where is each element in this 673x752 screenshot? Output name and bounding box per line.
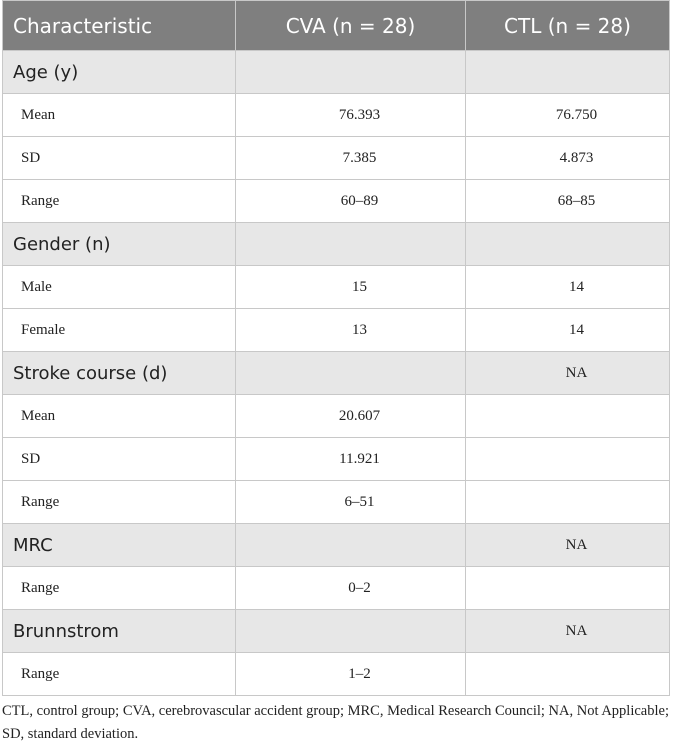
table-body: Age (y) Mean 76.393 76.750 SD 7.385 4.873 Range… (2, 50, 670, 696)
cell (465, 437, 670, 481)
cell: 7.385 (235, 136, 466, 180)
cell: Female (2, 308, 236, 352)
section-row: Brunnstrom NA (2, 609, 670, 653)
data-row: SD 7.385 4.873 (2, 136, 670, 180)
cell (235, 351, 466, 395)
cell (235, 222, 466, 266)
cell (465, 50, 670, 94)
cell: Male (2, 265, 236, 309)
data-row: SD 11.921 (2, 437, 670, 481)
cell (465, 394, 670, 438)
cell (465, 566, 670, 610)
section-row: MRC NA (2, 523, 670, 567)
header-cell: Characteristic (2, 0, 236, 51)
cell: SD (2, 437, 236, 481)
cell (465, 222, 670, 266)
cell: 6–51 (235, 480, 466, 524)
data-row: Mean 20.607 (2, 394, 670, 438)
cell: Range (2, 480, 236, 524)
cell: 76.393 (235, 93, 466, 137)
data-row: Range 0–2 (2, 566, 670, 610)
cell: Mean (2, 394, 236, 438)
cell: 0–2 (235, 566, 466, 610)
cell: NA (465, 609, 670, 653)
cell: MRC (2, 523, 236, 567)
characteristics-table: Characteristic CVA (n = 28) CTL (n = 28) A… (2, 0, 670, 696)
section-row: Stroke course (d) NA (2, 351, 670, 395)
cell: 1–2 (235, 652, 466, 696)
cell: 60–89 (235, 179, 466, 223)
cell: 68–85 (465, 179, 670, 223)
cell: Gender (n) (2, 222, 236, 266)
cell: 13 (235, 308, 466, 352)
data-row: Male 15 14 (2, 265, 670, 309)
cell: SD (2, 136, 236, 180)
cell: 15 (235, 265, 466, 309)
cell: 76.750 (465, 93, 670, 137)
data-row: Range 60–89 68–85 (2, 179, 670, 223)
cell: Mean (2, 93, 236, 137)
cell: Range (2, 652, 236, 696)
cell (235, 609, 466, 653)
footnote: CTL, control group; CVA, cerebrovascular… (2, 703, 669, 742)
cell (465, 480, 670, 524)
cell: Range (2, 566, 236, 610)
header-row: Characteristic CVA (n = 28) CTL (n = 28) (2, 0, 670, 51)
header-cell: CTL (n = 28) (465, 0, 670, 51)
cell: 14 (465, 265, 670, 309)
cell: Stroke course (d) (2, 351, 236, 395)
cell: 11.921 (235, 437, 466, 481)
cell: Range (2, 179, 236, 223)
data-row: Range 6–51 (2, 480, 670, 524)
cell: 14 (465, 308, 670, 352)
section-row: Gender (n) (2, 222, 670, 266)
data-row: Female 13 14 (2, 308, 670, 352)
cell: Brunnstrom (2, 609, 236, 653)
cell: 20.607 (235, 394, 466, 438)
data-row: Mean 76.393 76.750 (2, 93, 670, 137)
cell: Age (y) (2, 50, 236, 94)
cell: 4.873 (465, 136, 670, 180)
header-cell: CVA (n = 28) (235, 0, 466, 51)
section-row: Age (y) (2, 50, 670, 94)
cell: NA (465, 523, 670, 567)
data-row: Range 1–2 (2, 652, 670, 696)
cell: NA (465, 351, 670, 395)
cell (465, 652, 670, 696)
cell (235, 523, 466, 567)
cell (235, 50, 466, 94)
